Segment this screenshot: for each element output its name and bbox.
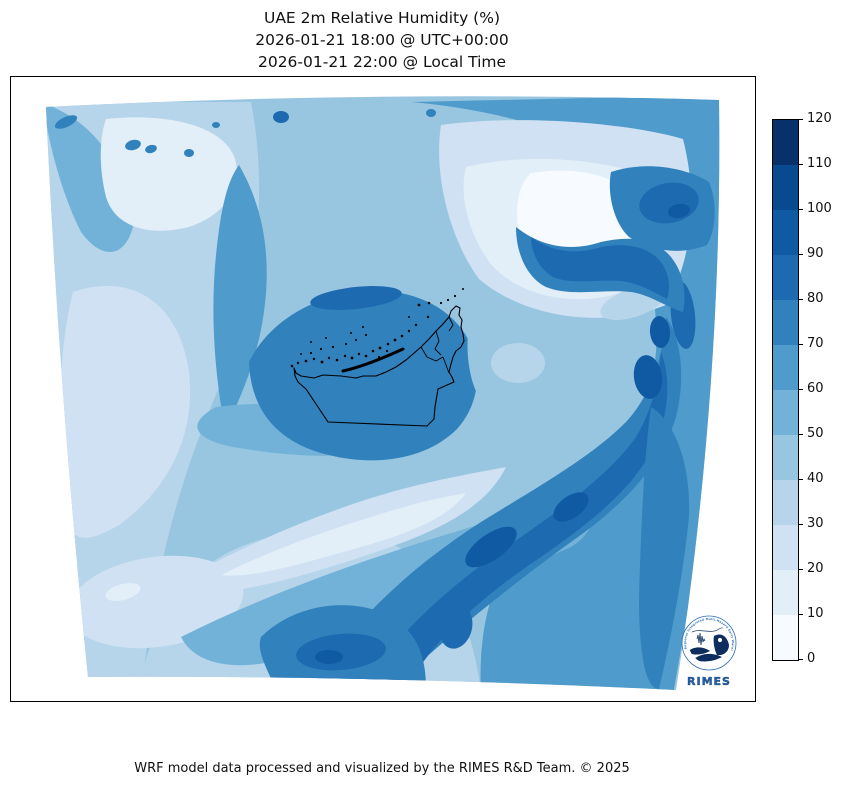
title-block: UAE 2m Relative Humidity (%) 2026-01-21 … xyxy=(10,7,754,73)
colorbar-cell-0-10 xyxy=(773,615,798,660)
contour-region xyxy=(668,203,690,219)
colorbar-ticklabel-90: 90 xyxy=(807,246,824,261)
contour-region xyxy=(566,355,626,383)
contour-region xyxy=(249,290,478,461)
contour-region xyxy=(221,493,466,576)
logo-artwork xyxy=(688,627,730,662)
colorbar-ticklabel-70: 70 xyxy=(807,336,824,351)
contour-region xyxy=(46,103,133,252)
map-axes: Regional Integrated Multi-Hazard Early W… xyxy=(10,76,756,702)
chart-subtitle-utc: 2026-01-21 18:00 @ UTC+00:00 xyxy=(255,31,509,49)
colorbar-tickmark-40 xyxy=(799,479,803,480)
colorbar-tickmark-50 xyxy=(799,434,803,435)
contour-region xyxy=(649,316,671,348)
colorbar-cell-10-20 xyxy=(773,570,798,615)
colorbar-tickmark-20 xyxy=(799,569,803,570)
contour-region xyxy=(184,149,194,157)
colorbar-cell-40-50 xyxy=(773,435,798,480)
colorbar-tickmark-70 xyxy=(799,344,803,345)
colorbar-cell-50-60 xyxy=(773,390,798,435)
contour-region xyxy=(125,139,141,151)
colorbar-ticklabel-60: 60 xyxy=(807,381,824,396)
colorbar-cell-30-40 xyxy=(773,480,798,525)
contour-region xyxy=(465,526,517,568)
colorbar-tickmark-120 xyxy=(799,119,803,120)
uae-boundary-outline xyxy=(293,305,465,427)
contour-region xyxy=(145,144,157,154)
contour-region xyxy=(491,343,545,383)
colorbar-ticklabel-120: 120 xyxy=(807,111,832,126)
colorbar: 0 10 20 30 40 50 60 70 80 90 100 110 120 xyxy=(772,111,844,679)
contour-region xyxy=(54,115,78,129)
colorbar-cell-80-90 xyxy=(773,255,798,300)
contour-region xyxy=(310,286,402,310)
contour-region xyxy=(212,122,220,128)
colorbar-cell-100-110 xyxy=(773,165,798,210)
colorbar-tickmark-0 xyxy=(799,659,803,660)
colorbar-ticklabel-40: 40 xyxy=(807,471,824,486)
colorbar-cells xyxy=(772,119,799,661)
contour-region xyxy=(273,111,289,123)
chart-title: UAE 2m Relative Humidity (%) xyxy=(263,9,501,27)
colorbar-ticklabel-0: 0 xyxy=(807,651,816,666)
chart-subtitle-local: 2026-01-21 22:00 @ Local Time xyxy=(257,53,507,71)
coastal-island-dots xyxy=(290,288,464,368)
contour-field xyxy=(46,96,720,690)
contour-region xyxy=(315,650,343,664)
colorbar-ticklabel-10: 10 xyxy=(807,606,824,621)
colorbar-tickmark-30 xyxy=(799,524,803,525)
colorbar-cell-70-80 xyxy=(773,300,798,345)
contour-region xyxy=(639,407,690,689)
footer-credit: WRF model data processed and visualized … xyxy=(134,761,630,776)
colorbar-cell-110-120 xyxy=(773,120,798,165)
colorbar-cell-20-30 xyxy=(773,525,798,570)
colorbar-ticklabel-80: 80 xyxy=(807,291,824,306)
colorbar-tickmark-80 xyxy=(799,299,803,300)
contour-region xyxy=(633,355,663,399)
contour-region xyxy=(60,285,191,538)
logo-circle xyxy=(681,615,737,671)
colorbar-tickmark-60 xyxy=(799,389,803,390)
colorbar-tickmark-110 xyxy=(799,164,803,165)
contour-region xyxy=(213,165,267,429)
contour-region xyxy=(426,109,436,117)
colorbar-ticklabel-100: 100 xyxy=(807,201,832,216)
colorbar-ticklabel-20: 20 xyxy=(807,561,824,576)
colorbar-cell-90-100 xyxy=(773,210,798,255)
contour-region xyxy=(553,492,589,522)
colorbar-tickmark-90 xyxy=(799,254,803,255)
contour-region xyxy=(439,605,473,649)
contour-region xyxy=(361,352,668,689)
logo-wordmark: RIMES xyxy=(687,675,731,688)
colorbar-cell-60-70 xyxy=(773,345,798,390)
contour-region xyxy=(531,237,669,299)
humidity-contour-map: Regional Integrated Multi-Hazard Early W… xyxy=(11,77,737,690)
colorbar-ticklabel-30: 30 xyxy=(807,516,824,531)
colorbar-ticklabel-50: 50 xyxy=(807,426,824,441)
contour-region xyxy=(105,582,141,602)
colorbar-tickmark-100 xyxy=(799,209,803,210)
contour-region xyxy=(311,317,682,689)
colorbar-ticklabel-110: 110 xyxy=(807,156,832,171)
colorbar-tickmark-10 xyxy=(799,614,803,615)
